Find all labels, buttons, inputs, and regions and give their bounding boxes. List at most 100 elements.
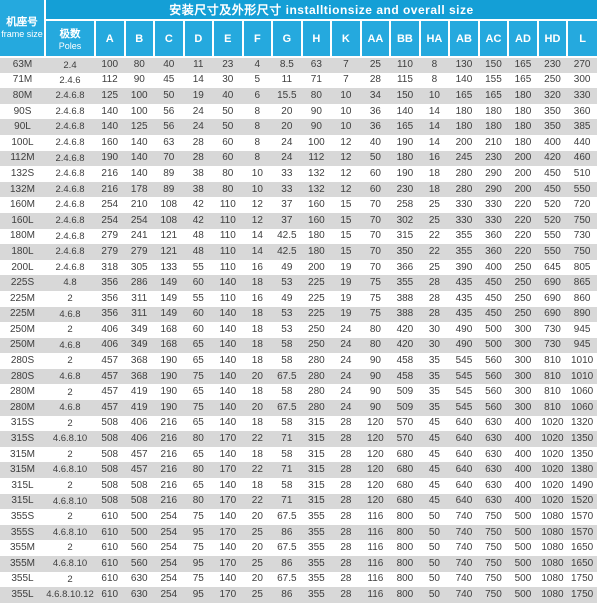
dim-AC-cell: 560: [485, 355, 502, 367]
dim-AC-cell: 750: [485, 511, 502, 523]
dim-B-cell: 419: [130, 386, 148, 398]
dim-AC-cell: 360: [485, 245, 502, 257]
dim-BB-cell: 680: [396, 448, 414, 460]
dim-E-cell: 40: [222, 89, 234, 101]
poles-cell: 2.4.6.8: [55, 137, 85, 149]
dim-BB-cell: 570: [396, 417, 414, 429]
dim-B-cell: 279: [130, 245, 148, 257]
dim-AD-cell: 165: [514, 59, 532, 71]
dim-C-cell: 254: [160, 573, 178, 585]
dim-B-cell: 630: [130, 588, 148, 600]
dim-A-cell: 610: [101, 526, 119, 538]
dim-AC-cell: 150: [485, 59, 502, 71]
dim-C-cell: 254: [160, 588, 178, 600]
dim-AD-cell: 400: [514, 479, 532, 491]
dim-D-cell: 75: [192, 542, 204, 554]
dim-F-cell: 14: [251, 230, 263, 242]
dim-L-cell: 300: [573, 74, 591, 86]
dim-K-cell: 24: [340, 370, 352, 382]
dim-AD-cell: 250: [514, 261, 532, 273]
dim-B-cell: 254: [130, 214, 148, 226]
dim-AC-cell: 560: [485, 370, 502, 382]
frame-size-cell: 315L: [11, 495, 34, 507]
dim-L-cell: 330: [573, 89, 591, 101]
dim-F-cell: 18: [251, 308, 263, 320]
dim-C-cell: 70: [163, 152, 175, 164]
dim-C-cell: 89: [163, 167, 175, 179]
dim-AB-cell: 280: [455, 183, 473, 195]
dim-G-cell: 58: [281, 448, 293, 460]
dim-G-cell: 53: [281, 308, 293, 320]
frame-size-cell: 100L: [11, 136, 34, 148]
dim-AA-cell: 60: [369, 167, 381, 179]
dim-B-cell: 178: [130, 183, 148, 195]
dim-L-cell: 720: [573, 199, 591, 211]
dim-AA-cell: 90: [369, 370, 381, 382]
dim-HA-cell: 14: [428, 105, 440, 117]
dim-E-cell: 140: [219, 511, 237, 523]
table-row-315M-4.6.8.10: 315M 4.6.8.10 508 457 216 80 170 22 71 315 28 120 68…: [0, 462, 597, 479]
dim-B-cell: 406: [130, 417, 148, 429]
dim-AB-cell: 740: [455, 588, 473, 600]
dim-HA-cell: 14: [428, 121, 440, 133]
dim-BB-cell: 388: [396, 292, 414, 304]
dim-HD-cell: 550: [544, 230, 561, 242]
dim-F-cell: 20: [251, 401, 263, 413]
table-row-250M-4.6.8: 250M 4.6.8 406 349 168 65 140 18 58 250 24 80 420 30 4…: [0, 337, 597, 354]
dim-B-cell: 305: [130, 261, 148, 273]
column-header-HA: HA: [418, 20, 450, 58]
dim-C-cell: 254: [160, 511, 178, 523]
dim-AB-cell: 545: [455, 355, 473, 367]
dim-L-cell: 510: [573, 167, 591, 179]
dim-B-cell: 210: [130, 199, 148, 211]
dim-BB-cell: 800: [396, 526, 414, 538]
dim-BB-cell: 680: [396, 464, 414, 476]
frame-size-cell: 355L: [11, 573, 34, 585]
dim-C-cell: 56: [163, 105, 175, 117]
frame-size-header-en: frame size: [1, 28, 43, 39]
dim-AA-cell: 120: [367, 448, 384, 460]
dim-E-cell: 140: [219, 479, 237, 491]
dim-AB-cell: 740: [455, 573, 473, 585]
dim-K-cell: 12: [340, 183, 352, 195]
frame-size-cell: 71M: [12, 74, 33, 86]
table-row-280M-2: 280M 2 457 419 190 65 140 18 58 280 24 90 509 35 545 56…: [0, 384, 597, 401]
column-header-AC: AC: [477, 20, 509, 58]
dim-G-cell: 20: [281, 105, 293, 117]
dim-D-cell: 80: [192, 433, 204, 445]
frame-size-cell: 90S: [13, 105, 32, 117]
dim-B-cell: 457: [130, 464, 148, 476]
dim-E-cell: 170: [219, 464, 237, 476]
dim-BB-cell: 420: [396, 323, 414, 335]
dim-K-cell: 24: [340, 401, 352, 413]
dim-C-cell: 50: [163, 89, 175, 101]
dim-L-cell: 945: [573, 323, 591, 335]
dim-AA-cell: 70: [369, 230, 381, 242]
dim-A-cell: 318: [101, 261, 119, 273]
dim-K-cell: 24: [340, 339, 352, 351]
poles-cell: 4.6.8: [59, 339, 81, 351]
dim-AC-cell: 630: [485, 464, 502, 476]
table-body: 63M 2.4 100 80 40 11 23 4 8.5 63 7 25 110 8 130 150 165 2…: [0, 57, 597, 603]
dim-F-cell: 4: [254, 59, 261, 71]
dim-F-cell: 8: [254, 136, 261, 148]
dim-C-cell: 63: [163, 136, 175, 148]
dim-AA-cell: 25: [369, 59, 381, 71]
dim-AC-cell: 450: [485, 277, 502, 289]
dim-BB-cell: 165: [396, 121, 414, 133]
dim-H-cell: 315: [308, 433, 325, 445]
dim-BB-cell: 420: [396, 339, 414, 351]
table-row-250M-2: 250M 2 406 349 168 60 140 18 53 250 24 80 420 30 490 50…: [0, 322, 597, 338]
dim-HA-cell: 30: [428, 339, 440, 351]
frame-size-header: 机座号 frame size: [0, 0, 46, 58]
poles-cell: 2: [67, 386, 73, 398]
table-row-355S-2: 355S 2 610 500 254 75 140 20 67.5 355 28 116 800 50 74…: [0, 509, 597, 525]
dim-D-cell: 95: [192, 526, 204, 538]
dim-HD-cell: 420: [544, 152, 561, 164]
dim-B-cell: 560: [130, 542, 148, 554]
dim-F-cell: 22: [251, 495, 263, 507]
table-row-315L-4.6.8.10: 315L 4.6.8.10 508 508 216 80 170 22 71 315 28 120 68…: [0, 493, 597, 510]
dim-AB-cell: 140: [455, 74, 473, 86]
dim-AB-cell: 640: [455, 417, 473, 429]
dim-BB-cell: 230: [396, 183, 414, 195]
